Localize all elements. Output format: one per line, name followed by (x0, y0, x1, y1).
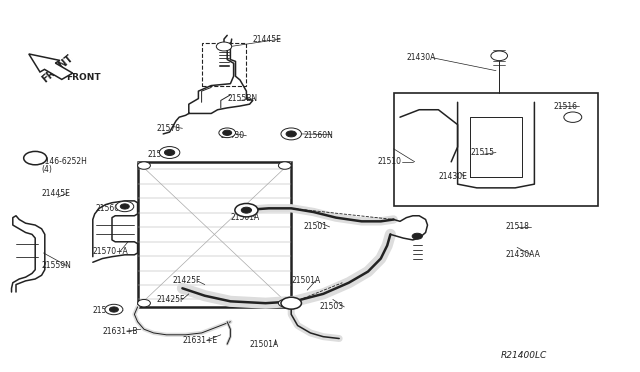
Bar (202, 43, 246, 86)
Circle shape (24, 151, 47, 165)
Text: 21430: 21430 (221, 131, 245, 140)
Circle shape (241, 207, 252, 213)
Text: 21578: 21578 (157, 124, 181, 133)
Text: 21510: 21510 (378, 157, 402, 166)
Circle shape (120, 204, 129, 209)
Text: (4): (4) (42, 165, 52, 174)
Text: 21518: 21518 (506, 222, 529, 231)
Circle shape (105, 304, 123, 315)
Text: 21560N: 21560N (96, 204, 126, 213)
Text: 21631+E: 21631+E (182, 336, 218, 345)
Circle shape (138, 162, 150, 169)
Circle shape (412, 233, 422, 239)
Circle shape (235, 203, 258, 217)
Text: 08146-6252H: 08146-6252H (35, 157, 87, 166)
Text: 21515: 21515 (470, 148, 494, 157)
Text: 21430E: 21430E (438, 172, 467, 181)
Bar (138, 162, 291, 307)
Text: 21501A: 21501A (250, 340, 279, 349)
Circle shape (159, 147, 180, 158)
Circle shape (278, 299, 291, 307)
Circle shape (216, 42, 232, 51)
Circle shape (564, 112, 582, 122)
Text: 21425F: 21425F (173, 276, 201, 285)
Circle shape (116, 201, 134, 212)
Circle shape (219, 128, 236, 138)
Circle shape (138, 299, 150, 307)
Text: 21445E: 21445E (253, 35, 282, 44)
Text: B: B (33, 155, 38, 161)
Text: 21560F: 21560F (93, 306, 122, 315)
Text: 21501A: 21501A (230, 213, 260, 222)
Text: 21445E: 21445E (42, 189, 70, 198)
Circle shape (223, 130, 232, 135)
Text: FRONT: FRONT (66, 73, 100, 81)
Text: 21501: 21501 (304, 222, 328, 231)
Text: 21570+A: 21570+A (93, 247, 129, 256)
Circle shape (109, 307, 118, 312)
Text: 21560N: 21560N (304, 131, 334, 140)
Circle shape (286, 131, 296, 137)
Text: 2155BN: 2155BN (227, 94, 257, 103)
Bar (394, 93, 598, 206)
Circle shape (281, 128, 301, 140)
Text: 21430AA: 21430AA (506, 250, 540, 259)
Text: R21400LC: R21400LC (501, 351, 547, 360)
Text: 21425F: 21425F (157, 295, 185, 304)
Circle shape (281, 297, 301, 309)
Text: FRONT: FRONT (40, 53, 75, 84)
Circle shape (491, 51, 508, 61)
Text: 21559N: 21559N (42, 262, 72, 270)
Circle shape (278, 162, 291, 169)
Polygon shape (29, 54, 72, 79)
Text: 21516: 21516 (554, 102, 578, 110)
Text: 21503: 21503 (320, 302, 344, 311)
Text: 21560E: 21560E (147, 150, 176, 159)
Circle shape (164, 150, 175, 155)
Text: 21430A: 21430A (406, 53, 436, 62)
Text: 21501A: 21501A (291, 276, 321, 285)
Text: 21631+B: 21631+B (102, 327, 138, 336)
